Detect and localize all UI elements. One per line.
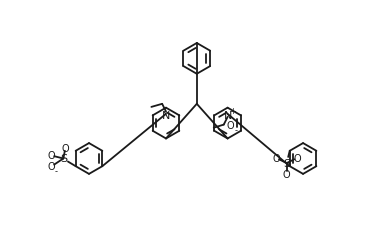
Text: O: O	[47, 151, 55, 161]
Text: O: O	[272, 154, 280, 164]
Text: O: O	[227, 121, 235, 131]
Text: S: S	[283, 158, 290, 168]
Text: N: N	[223, 111, 232, 121]
Text: -: -	[235, 125, 238, 134]
Text: +: +	[230, 107, 237, 116]
Text: O: O	[294, 154, 301, 164]
Text: -: -	[54, 167, 57, 175]
Text: O: O	[283, 169, 290, 179]
Text: S: S	[60, 154, 67, 164]
Text: O: O	[62, 144, 70, 154]
Text: O: O	[47, 162, 55, 172]
Text: N: N	[162, 111, 170, 121]
